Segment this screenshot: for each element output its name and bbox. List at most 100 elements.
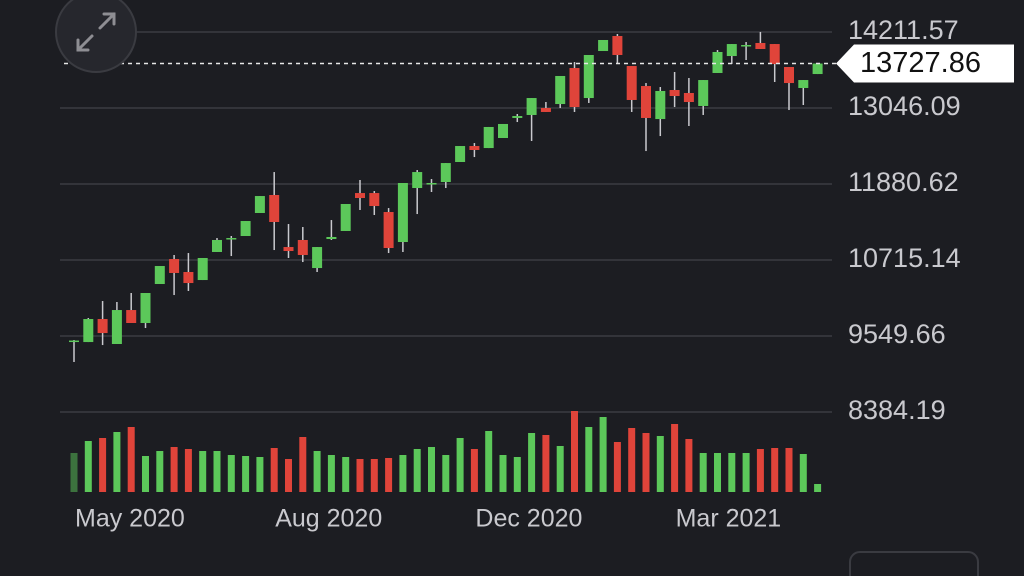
expand-icon[interactable] — [76, 12, 116, 52]
candle-body — [383, 212, 394, 249]
volume-bar — [671, 424, 679, 492]
candle-body — [283, 247, 294, 252]
volume-bar — [714, 453, 721, 492]
volume-bar — [285, 459, 292, 492]
candle-body — [326, 236, 337, 240]
volume-bar — [685, 439, 693, 492]
candle-body — [669, 90, 680, 97]
volume-bar — [99, 438, 107, 492]
candle-body — [240, 221, 251, 237]
candle-body — [212, 239, 222, 252]
candle-body — [812, 63, 823, 75]
candle-body — [583, 54, 594, 99]
candle-body — [126, 310, 137, 324]
candle-body — [183, 272, 194, 284]
candle-body — [655, 90, 666, 120]
volume-bar — [199, 451, 207, 492]
volume-bar — [628, 428, 636, 492]
volume-bar — [742, 453, 750, 492]
candle-body — [440, 163, 451, 183]
y-tick-label: 9549.66 — [848, 319, 946, 349]
volume-bar — [356, 459, 364, 492]
volume-bar — [256, 457, 264, 492]
volume-layer — [70, 411, 822, 492]
x-tick-label: Dec 2020 — [475, 505, 582, 533]
volume-bar — [642, 433, 650, 492]
candle-body — [269, 194, 280, 222]
expand-circle[interactable] — [55, 0, 137, 73]
y-tick-label: 10715.14 — [848, 243, 961, 273]
volume-bar — [799, 454, 807, 492]
candle-body — [254, 196, 265, 213]
candle-body — [498, 123, 508, 139]
candle-body — [226, 238, 237, 240]
bottom-button[interactable] — [849, 551, 979, 576]
candle-body — [154, 266, 165, 285]
candle-body — [69, 340, 79, 343]
volume-bar — [571, 411, 578, 492]
volume-bar — [556, 446, 564, 492]
candle-body — [698, 80, 709, 106]
volume-bar — [542, 435, 550, 492]
x-tick-label: Mar 2021 — [676, 505, 782, 533]
candle-body — [612, 36, 623, 55]
candle-body — [598, 39, 609, 52]
volume-bar — [513, 457, 521, 492]
x-tick-label: May 2020 — [75, 505, 185, 533]
candle-layer — [69, 31, 823, 362]
volume-bar — [227, 455, 235, 492]
candle-body — [469, 146, 480, 151]
volume-bar — [771, 448, 779, 492]
volume-bar — [456, 438, 464, 492]
y-tick-label: 13046.09 — [848, 91, 961, 121]
candle-body — [483, 126, 494, 149]
candle-body — [111, 310, 122, 344]
last-price-box — [836, 44, 1014, 83]
volume-bar — [313, 451, 321, 492]
candle-body — [426, 182, 437, 185]
volume-bar — [184, 449, 192, 492]
candle-body — [297, 239, 308, 255]
candle-body — [340, 203, 351, 231]
candle-body — [397, 182, 408, 243]
volume-bar — [599, 417, 607, 492]
candle-body — [726, 44, 737, 57]
y-tick-label: 8384.19 — [848, 395, 946, 425]
y-tick-label: 11880.62 — [848, 167, 959, 197]
volume-bar — [242, 456, 250, 492]
volume-bar — [485, 431, 493, 492]
volume-bar — [528, 433, 536, 492]
candle-body — [540, 108, 551, 112]
volume-bar — [656, 436, 664, 492]
volume-bar — [699, 453, 707, 492]
candle-body — [769, 44, 780, 64]
candle-body — [312, 247, 323, 269]
candle-body — [512, 116, 523, 118]
volume-bar — [428, 447, 435, 492]
label-layer: 14211.57 13046.09 11880.62 10715.14 9549.66 8… — [64, 15, 1014, 533]
volume-bar — [613, 442, 621, 492]
volume-bar — [728, 453, 736, 492]
candle-body — [455, 146, 466, 162]
candle-body — [683, 93, 694, 103]
volume-bar — [399, 455, 407, 492]
candle-body — [741, 45, 752, 47]
candle-body — [798, 80, 809, 88]
candle-body — [712, 51, 723, 73]
volume-bar — [385, 458, 393, 492]
expand-button[interactable] — [55, 0, 137, 73]
candle-body — [197, 257, 208, 281]
candle-body — [526, 98, 537, 115]
candle-body — [355, 193, 365, 198]
candle-body — [784, 66, 794, 84]
volume-bar — [814, 484, 822, 492]
volume-bar — [499, 455, 507, 492]
volume-bar — [113, 432, 121, 492]
candle-body — [369, 193, 380, 207]
volume-bar — [270, 448, 278, 492]
candle-body — [83, 319, 94, 343]
x-tick-label: Aug 2020 — [275, 505, 382, 533]
volume-bar — [156, 451, 164, 492]
volume-bar — [142, 456, 149, 492]
